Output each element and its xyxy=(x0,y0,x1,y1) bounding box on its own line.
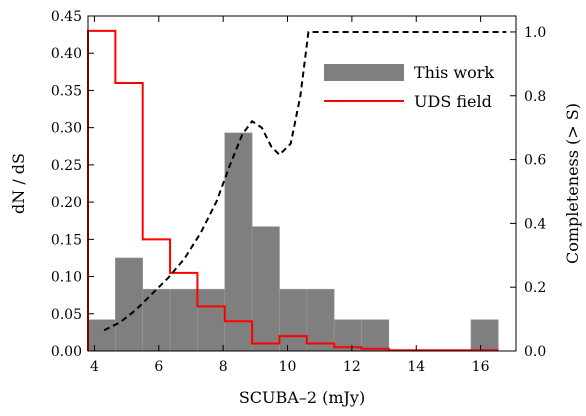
x-tick-label: 8 xyxy=(219,359,228,375)
x-tick-label: 16 xyxy=(472,359,490,375)
this-work-bar xyxy=(306,288,335,352)
y2-axis-title: Completeness (> S) xyxy=(563,103,582,264)
x-tick-label: 10 xyxy=(279,359,297,375)
this-work-bar xyxy=(87,319,116,352)
this-work-bar xyxy=(197,288,226,352)
completeness-dashed-line xyxy=(103,30,507,332)
y-tick-label: 0.25 xyxy=(51,158,82,174)
y-tick-label: 0.35 xyxy=(51,83,82,99)
y2-tick-label: 0.4 xyxy=(524,216,546,232)
y-tick-label: 0.30 xyxy=(51,121,82,137)
y2-tick-label: 0.8 xyxy=(524,89,546,105)
this-work-bar xyxy=(224,132,253,352)
this-work-bar xyxy=(251,226,280,352)
y2-tick-label: 0.6 xyxy=(524,153,546,169)
completeness-line-group xyxy=(103,30,507,332)
x-tick-label: 12 xyxy=(343,359,361,375)
y-axis-title: dN / dS xyxy=(9,153,28,214)
this-work-bars xyxy=(87,132,499,352)
x-tick-label: 4 xyxy=(90,359,99,375)
legend-swatch-this-work xyxy=(324,64,404,81)
this-work-bar xyxy=(470,319,499,352)
plot-frame xyxy=(87,15,517,352)
legend-label-uds-field: UDS field xyxy=(414,92,492,111)
uds-field-step-line xyxy=(87,29,499,352)
y-tick-label: 0.20 xyxy=(51,195,82,211)
legend-label-this-work: This work xyxy=(414,63,494,82)
legend: This work UDS field xyxy=(324,63,494,111)
y-tick-label: 0.45 xyxy=(51,9,82,25)
y2-tick-label: 0.2 xyxy=(524,280,546,296)
x-axis-title: SCUBA–2 (mJy) xyxy=(239,388,365,407)
this-work-bar xyxy=(333,319,362,352)
y-tick-label: 0.05 xyxy=(51,307,82,323)
uds-field-step-line-group xyxy=(87,29,499,352)
y-tick-label: 0.00 xyxy=(51,344,82,360)
y2-tick-label: 1.0 xyxy=(524,25,546,41)
this-work-bar xyxy=(361,319,390,352)
axis-ticks: 4 6 8 10 12 14 16 0.00 0.05 0.10 0.15 0.20 0.25 0.30 0… xyxy=(51,9,547,375)
this-work-bar xyxy=(169,288,198,352)
y-tick-label: 0.40 xyxy=(51,46,82,62)
y-tick-label: 0.15 xyxy=(51,232,82,248)
this-work-bar xyxy=(279,288,308,352)
x-tick-label: 14 xyxy=(407,359,425,375)
x-tick-label: 6 xyxy=(154,359,163,375)
y-tick-label: 0.10 xyxy=(51,270,82,286)
this-work-bar xyxy=(115,257,144,352)
y2-tick-label: 0.0 xyxy=(524,344,546,360)
